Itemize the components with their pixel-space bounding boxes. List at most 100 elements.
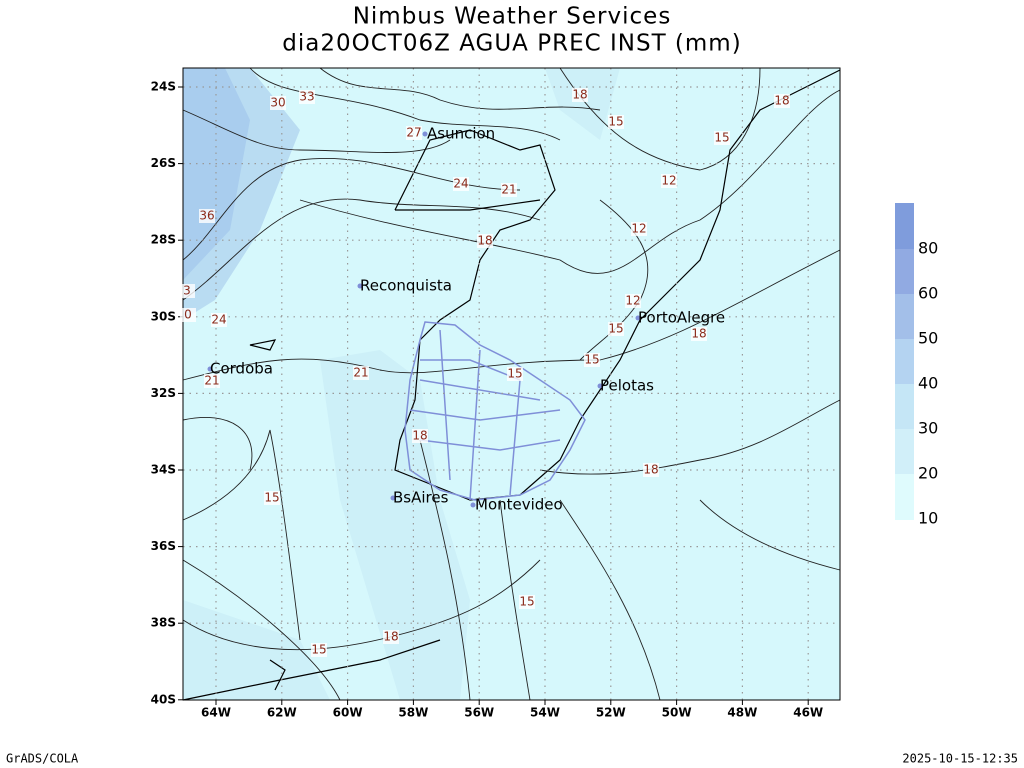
contour-label-bg <box>406 126 422 140</box>
contour-label: 18 <box>691 327 706 341</box>
contour-label: 21 <box>353 366 368 380</box>
lat-label: 34S <box>151 463 176 477</box>
contour-label: 15 <box>311 643 326 657</box>
contour-label-bg <box>383 630 399 644</box>
contour-label: 21 <box>204 374 219 388</box>
city-marker <box>390 495 396 501</box>
contour-label: 15 <box>507 367 522 381</box>
city-label: Pelotas <box>600 377 654 395</box>
title: Nimbus Weather Services <box>353 4 672 30</box>
contour-label: 0 <box>184 308 192 322</box>
contour-label-bg <box>519 595 535 609</box>
contour-label-bg <box>353 366 369 380</box>
lon-label: 48W <box>727 706 757 720</box>
colorbar-label: 20 <box>918 464 938 483</box>
lat-label: 36S <box>151 539 176 553</box>
map-frame <box>182 67 841 701</box>
city-label: Cordoba <box>210 360 273 378</box>
contour-label-bg <box>211 313 227 327</box>
lat-label: 30S <box>151 309 176 323</box>
contour-label: 15 <box>608 322 623 336</box>
contour-label: 21 <box>501 183 516 197</box>
contour-label: 36 <box>199 209 214 223</box>
contour-label: 12 <box>661 174 676 188</box>
contour-label: 18 <box>477 234 492 248</box>
contour-label-bg <box>264 491 280 505</box>
lon-label: 54W <box>530 706 560 720</box>
city-marker <box>635 315 641 321</box>
city-label: BsAires <box>393 489 449 507</box>
lon-label: 50W <box>662 706 692 720</box>
contour-label-bg <box>691 327 707 341</box>
subtitle: dia20OCT06Z AGUA PREC INST (mm) <box>282 31 741 57</box>
contour-label-bg <box>608 115 624 129</box>
contour-label: 15 <box>584 353 599 367</box>
colorbar-label: 10 <box>918 509 938 528</box>
contour-label-bg <box>412 429 428 443</box>
contour-label-bg <box>572 88 588 102</box>
colorbar-label: 60 <box>918 284 938 303</box>
contour-label-bg <box>199 209 215 223</box>
contour-label-bg <box>311 643 327 657</box>
lon-label: 58W <box>398 706 428 720</box>
city-marker <box>422 131 428 137</box>
contour-label-bg <box>204 374 220 388</box>
contour-label: 15 <box>519 595 534 609</box>
lat-label: 24S <box>151 80 176 94</box>
colorbar <box>895 203 914 520</box>
lon-label: 46W <box>793 706 823 720</box>
city-marker <box>357 283 363 289</box>
colorbar-label: 80 <box>918 239 938 258</box>
contour-label: 12 <box>625 294 640 308</box>
contour-label: 24 <box>453 177 468 191</box>
footer-left: GrADS/COLA <box>6 752 79 766</box>
lat-label: 40S <box>151 692 176 706</box>
contour-label: 15 <box>264 491 279 505</box>
colorbar-label: 50 <box>918 329 938 348</box>
contour-label: 18 <box>774 94 789 108</box>
contour-label-bg <box>270 96 286 110</box>
contour-label-bg <box>180 308 196 322</box>
colorbar-label: 40 <box>918 374 938 393</box>
contour-label: 18 <box>412 429 427 443</box>
lat-label: 32S <box>151 386 176 400</box>
lon-label: 56W <box>464 706 494 720</box>
city-label: PortoAlegre <box>638 309 725 327</box>
contour-label-bg <box>714 131 730 145</box>
contour-label: 15 <box>608 115 623 129</box>
contour-label: 15 <box>714 131 729 145</box>
contour-label-bg <box>299 90 315 104</box>
contour-label-bg <box>608 322 624 336</box>
contour-label-bg <box>453 177 469 191</box>
contour-label-bg <box>625 294 641 308</box>
lon-label: 60W <box>333 706 363 720</box>
map <box>182 67 841 701</box>
contour-label: 18 <box>383 630 398 644</box>
contour-label: 30 <box>270 96 285 110</box>
contour-label: 18 <box>643 463 658 477</box>
contour-label-bg <box>501 183 517 197</box>
city-marker <box>597 383 603 389</box>
lon-label: 52W <box>596 706 626 720</box>
contour-label: 33 <box>299 90 314 104</box>
contour-label-bg <box>477 234 493 248</box>
lon-label: 62W <box>267 706 297 720</box>
city-marker <box>470 502 476 508</box>
city-marker <box>207 366 213 372</box>
contour-label: 12 <box>631 222 646 236</box>
contour-label: 24 <box>211 313 226 327</box>
contour-label-bg <box>631 222 647 236</box>
contour-label-bg <box>584 353 600 367</box>
colorbar-label: 30 <box>918 419 938 438</box>
city-label: Montevideo <box>475 496 563 514</box>
contour-label: 27 <box>406 126 421 140</box>
contour-label-bg <box>661 174 677 188</box>
city-label: Reconquista <box>360 277 452 295</box>
lat-label: 28S <box>151 233 176 247</box>
city-label: Asuncion <box>427 125 495 143</box>
contour-label: 18 <box>572 88 587 102</box>
contour-label-bg <box>643 463 659 477</box>
lon-label: 64W <box>201 706 231 720</box>
contour-label-bg <box>507 367 523 381</box>
